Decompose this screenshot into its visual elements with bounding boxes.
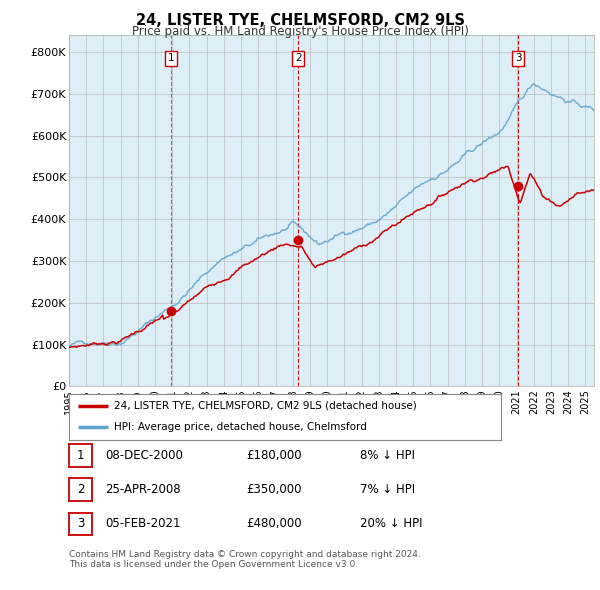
Text: This data is licensed under the Open Government Licence v3.0.: This data is licensed under the Open Gov… — [69, 560, 358, 569]
Text: £180,000: £180,000 — [246, 449, 302, 462]
Text: £480,000: £480,000 — [246, 517, 302, 530]
Text: HPI: Average price, detached house, Chelmsford: HPI: Average price, detached house, Chel… — [115, 422, 367, 432]
Text: Contains HM Land Registry data © Crown copyright and database right 2024.: Contains HM Land Registry data © Crown c… — [69, 550, 421, 559]
Text: 20% ↓ HPI: 20% ↓ HPI — [360, 517, 422, 530]
Text: 1: 1 — [77, 449, 84, 462]
Text: 3: 3 — [515, 53, 521, 63]
Text: 1: 1 — [168, 53, 175, 63]
Text: 7% ↓ HPI: 7% ↓ HPI — [360, 483, 415, 496]
Text: 24, LISTER TYE, CHELMSFORD, CM2 9LS (detached house): 24, LISTER TYE, CHELMSFORD, CM2 9LS (det… — [115, 401, 417, 411]
Text: 2: 2 — [77, 483, 84, 496]
Text: 24, LISTER TYE, CHELMSFORD, CM2 9LS: 24, LISTER TYE, CHELMSFORD, CM2 9LS — [136, 13, 464, 28]
Text: 05-FEB-2021: 05-FEB-2021 — [105, 517, 181, 530]
Text: Price paid vs. HM Land Registry's House Price Index (HPI): Price paid vs. HM Land Registry's House … — [131, 25, 469, 38]
Text: 08-DEC-2000: 08-DEC-2000 — [105, 449, 183, 462]
Text: £350,000: £350,000 — [246, 483, 302, 496]
Text: 3: 3 — [77, 517, 84, 530]
Text: 8% ↓ HPI: 8% ↓ HPI — [360, 449, 415, 462]
Text: 2: 2 — [295, 53, 302, 63]
Text: 25-APR-2008: 25-APR-2008 — [105, 483, 181, 496]
